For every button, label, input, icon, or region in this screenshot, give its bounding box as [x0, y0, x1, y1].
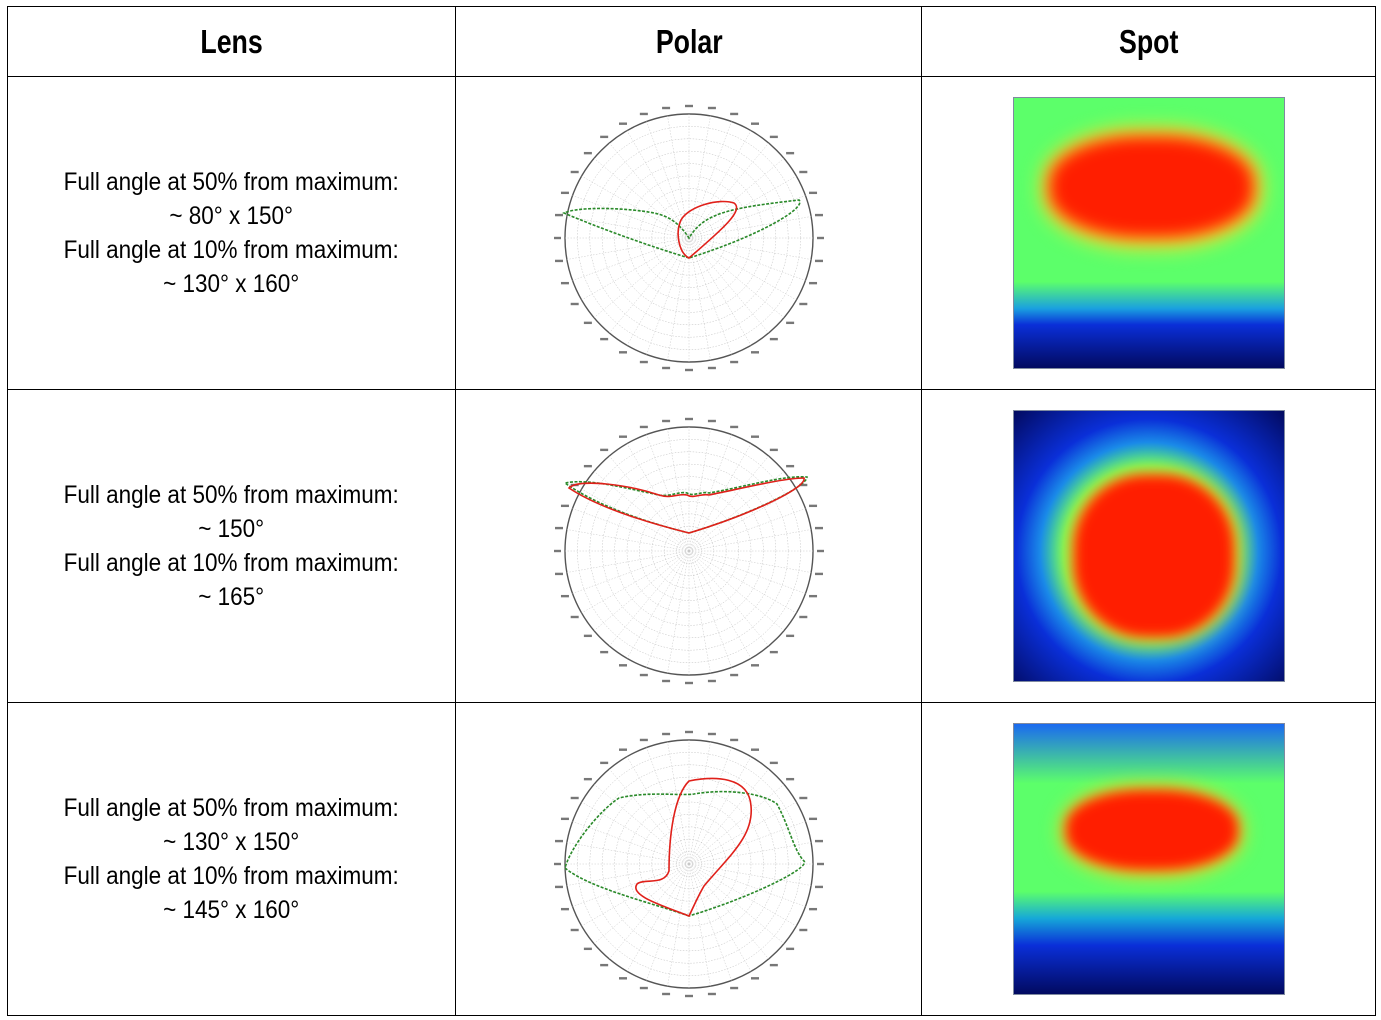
polar-cell — [455, 76, 922, 390]
spot-heatmap — [1012, 410, 1285, 682]
half-angle-value: ~ 80° x 150° — [169, 202, 294, 230]
header-polar: Polar — [478, 6, 899, 77]
tenth-angle-value: ~ 145° x 160° — [163, 896, 300, 924]
spot-cell — [921, 389, 1376, 703]
half-angle-label: Full angle at 50% from maximum: — [63, 168, 400, 196]
lens-description: Full angle at 50% from maximum: ~ 80° x … — [7, 76, 456, 390]
lens-description: Full angle at 50% from maximum: ~ 150° F… — [7, 389, 456, 703]
polar-diagram — [553, 730, 824, 998]
half-angle-value: ~ 150° — [198, 515, 265, 543]
heat-zone — [1065, 790, 1238, 870]
header-spot: Spot — [943, 6, 1354, 77]
spot-cell — [921, 76, 1376, 390]
table-row: Full angle at 50% from maximum: ~ 130° x… — [7, 702, 1376, 1016]
tenth-angle-label: Full angle at 10% from maximum: — [63, 236, 400, 264]
heat-zone — [1048, 136, 1254, 238]
spot-cell — [921, 702, 1376, 1016]
lens-table: Lens Polar Spot Full angle at 50% from m… — [7, 6, 1376, 1016]
polar-diagram — [553, 417, 824, 685]
lens-description: Full angle at 50% from maximum: ~ 130° x… — [7, 702, 456, 1016]
table-row: Full angle at 50% from maximum: ~ 80° x … — [7, 76, 1376, 390]
table-row: Full angle at 50% from maximum: ~ 150° F… — [7, 389, 1376, 703]
half-angle-value: ~ 130° x 150° — [163, 828, 300, 856]
tenth-angle-value: ~ 165° — [198, 583, 265, 611]
tenth-angle-label: Full angle at 10% from maximum: — [63, 549, 400, 577]
spot-heatmap — [1012, 97, 1285, 369]
half-angle-label: Full angle at 50% from maximum: — [63, 481, 400, 509]
polar-cell — [455, 389, 922, 703]
tenth-angle-value: ~ 130° x 160° — [163, 270, 300, 298]
heat-zone — [1073, 475, 1234, 637]
header-row: Lens Polar Spot — [8, 6, 1376, 77]
polar-cell — [455, 702, 922, 1016]
polar-diagram — [553, 104, 824, 372]
half-angle-label: Full angle at 50% from maximum: — [63, 794, 400, 822]
spot-heatmap — [1012, 723, 1285, 995]
header-lens: Lens — [29, 6, 434, 77]
tenth-angle-label: Full angle at 10% from maximum: — [63, 862, 400, 890]
